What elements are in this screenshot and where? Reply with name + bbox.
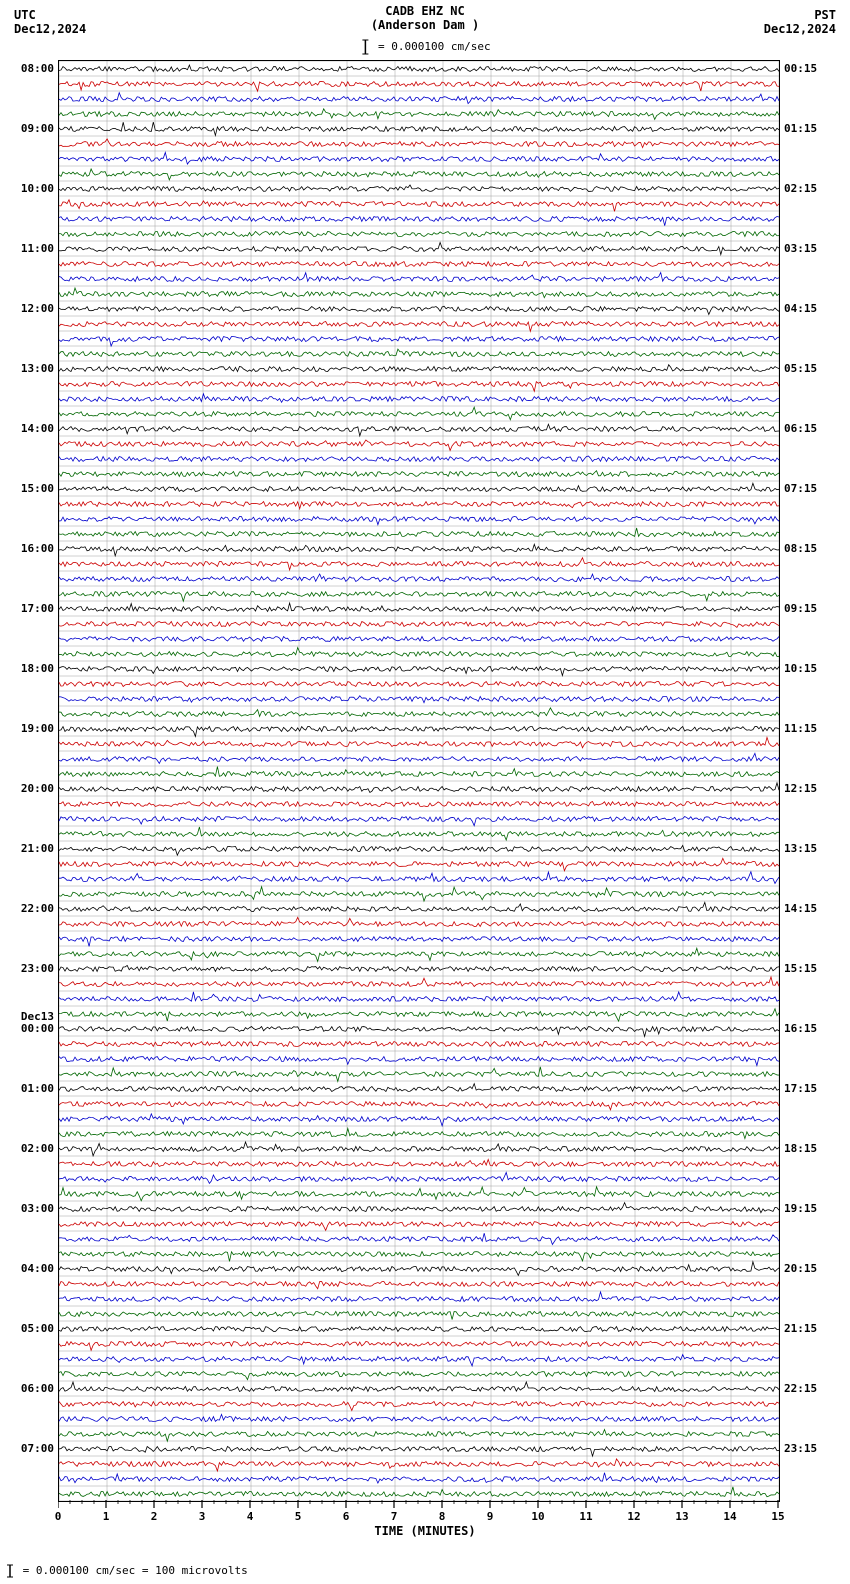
right-time-label: 12:15 (784, 782, 817, 795)
x-tick-label: 15 (771, 1510, 784, 1523)
left-time-label: 19:00 (4, 722, 54, 735)
right-time-label: 03:15 (784, 242, 817, 255)
left-time-label: 06:00 (4, 1382, 54, 1395)
right-time-label: 18:15 (784, 1142, 817, 1155)
plot-area (58, 60, 780, 1502)
right-time-label: 00:15 (784, 62, 817, 75)
x-tick-label: 0 (55, 1510, 62, 1523)
left-time-label: 09:00 (4, 122, 54, 135)
x-tick-label: 3 (199, 1510, 206, 1523)
x-tick-label: 1 (103, 1510, 110, 1523)
pst-date: Dec12,2024 (764, 22, 836, 36)
x-tick-label: 13 (675, 1510, 688, 1523)
right-time-label: 04:15 (784, 302, 817, 315)
left-time-label: 16:00 (4, 542, 54, 555)
right-time-label: 22:15 (784, 1382, 817, 1395)
left-time-label: 03:00 (4, 1202, 54, 1215)
x-axis-label: TIME (MINUTES) (374, 1524, 475, 1538)
pst-label: PST (814, 8, 836, 22)
x-tick-label: 11 (579, 1510, 592, 1523)
x-tick-label: 7 (391, 1510, 398, 1523)
left-time-label: 15:00 (4, 482, 54, 495)
x-tick-label: 6 (343, 1510, 350, 1523)
left-time-label: 13:00 (4, 362, 54, 375)
left-time-label: 11:00 (4, 242, 54, 255)
left-time-label: 10:00 (4, 182, 54, 195)
scale-value: = 0.000100 cm/sec (378, 40, 491, 53)
x-tick-label: 2 (151, 1510, 158, 1523)
footer: = 0.000100 cm/sec = 100 microvolts (4, 1564, 248, 1578)
x-tick-label: 5 (295, 1510, 302, 1523)
left-time-label: 18:00 (4, 662, 54, 675)
right-time-label: 15:15 (784, 962, 817, 975)
x-tick-label: 9 (487, 1510, 494, 1523)
left-time-label: 22:00 (4, 902, 54, 915)
right-time-label: 01:15 (784, 122, 817, 135)
right-time-label: 20:15 (784, 1262, 817, 1275)
right-time-label: 19:15 (784, 1202, 817, 1215)
left-time-label: 05:00 (4, 1322, 54, 1335)
left-time-label: 14:00 (4, 422, 54, 435)
x-tick-label: 14 (723, 1510, 736, 1523)
x-tick-label: 10 (531, 1510, 544, 1523)
left-time-label: 23:00 (4, 962, 54, 975)
right-time-label: 10:15 (784, 662, 817, 675)
right-time-label: 02:15 (784, 182, 817, 195)
left-time-label: 20:00 (4, 782, 54, 795)
right-time-label: 13:15 (784, 842, 817, 855)
right-time-label: 09:15 (784, 602, 817, 615)
left-time-label: 17:00 (4, 602, 54, 615)
footer-text: = 0.000100 cm/sec = 100 microvolts (23, 1564, 248, 1577)
right-time-label: 21:15 (784, 1322, 817, 1335)
right-time-label: 07:15 (784, 482, 817, 495)
left-time-label: 21:00 (4, 842, 54, 855)
location-title: (Anderson Dam ) (371, 18, 479, 32)
right-time-label: 11:15 (784, 722, 817, 735)
left-time-label: 07:00 (4, 1442, 54, 1455)
seismogram-container: CADB EHZ NC (Anderson Dam ) = 0.000100 c… (0, 0, 850, 1584)
left-time-label: 00:00 (4, 1022, 54, 1035)
right-time-label: 23:15 (784, 1442, 817, 1455)
left-time-label: 02:00 (4, 1142, 54, 1155)
right-time-label: 16:15 (784, 1022, 817, 1035)
right-time-label: 17:15 (784, 1082, 817, 1095)
utc-label: UTC (14, 8, 36, 22)
utc-date: Dec12,2024 (14, 22, 86, 36)
right-time-label: 08:15 (784, 542, 817, 555)
left-time-label: 04:00 (4, 1262, 54, 1275)
x-tick-label: 4 (247, 1510, 254, 1523)
left-time-label: 01:00 (4, 1082, 54, 1095)
right-time-label: 05:15 (784, 362, 817, 375)
left-time-label: 12:00 (4, 302, 54, 315)
x-tick-label: 8 (439, 1510, 446, 1523)
station-title: CADB EHZ NC (385, 4, 464, 18)
x-tick-label: 12 (627, 1510, 640, 1523)
right-time-label: 14:15 (784, 902, 817, 915)
right-time-label: 06:15 (784, 422, 817, 435)
left-time-label: 08:00 (4, 62, 54, 75)
